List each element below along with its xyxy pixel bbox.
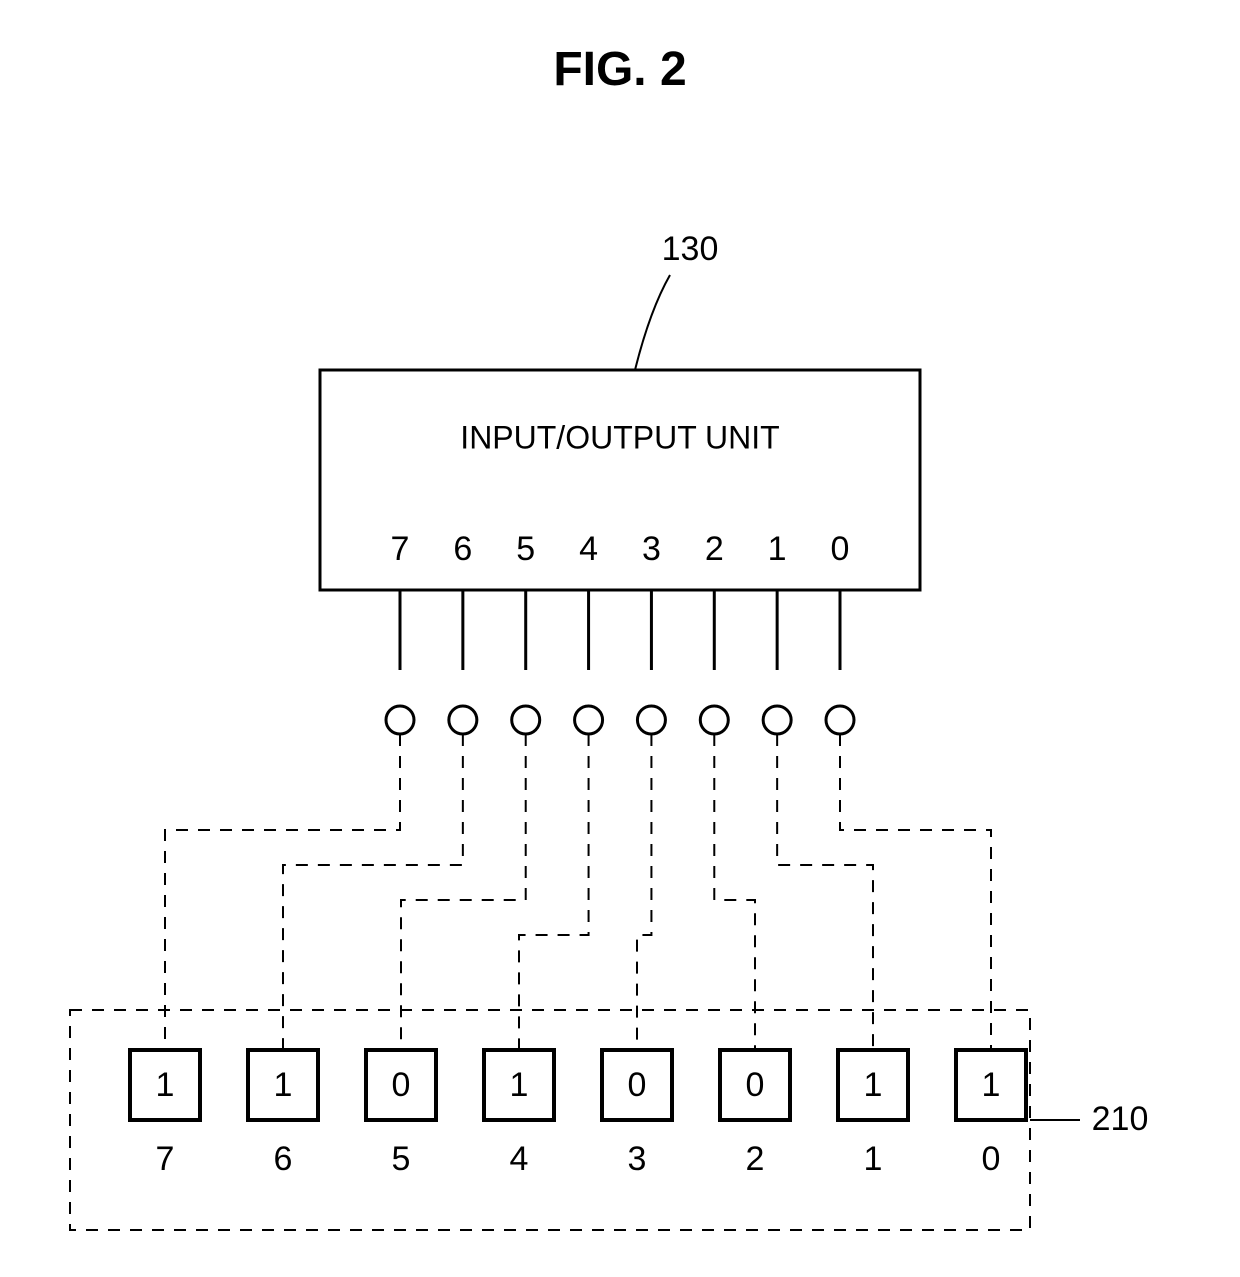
io-port-label: 3 xyxy=(642,530,661,568)
register-bit-index: 4 xyxy=(510,1140,529,1178)
io-port-label: 4 xyxy=(579,530,598,568)
register-ref: 210 xyxy=(1092,1100,1149,1138)
io-unit-ref: 130 xyxy=(662,230,719,268)
register-bit-index: 0 xyxy=(982,1140,1001,1178)
connection-line xyxy=(283,734,463,1050)
io-node xyxy=(826,706,854,734)
register-bit-value: 1 xyxy=(274,1066,293,1104)
connection-line xyxy=(840,734,991,1050)
io-node xyxy=(700,706,728,734)
io-node xyxy=(763,706,791,734)
io-port-label: 5 xyxy=(516,530,535,568)
io-port-label: 1 xyxy=(768,530,787,568)
io-port-label: 7 xyxy=(391,530,410,568)
io-unit-label: INPUT/OUTPUT UNIT xyxy=(460,419,779,455)
connection-line xyxy=(519,734,589,1050)
io-port-label: 6 xyxy=(453,530,472,568)
figure-title: FIG. 2 xyxy=(553,43,686,96)
io-node xyxy=(449,706,477,734)
connection-line xyxy=(777,734,873,1050)
io-unit-ref-leader xyxy=(635,275,670,370)
register-bit-value: 0 xyxy=(392,1066,411,1104)
io-port-label: 0 xyxy=(831,530,850,568)
register-bit-index: 5 xyxy=(392,1140,411,1178)
register-bit-value: 1 xyxy=(156,1066,175,1104)
io-port-label: 2 xyxy=(705,530,724,568)
register-bit-index: 2 xyxy=(746,1140,765,1178)
register-bit-value: 1 xyxy=(510,1066,529,1104)
register-bit-index: 6 xyxy=(274,1140,293,1178)
io-node xyxy=(637,706,665,734)
connection-line xyxy=(714,734,755,1050)
register-bit-index: 7 xyxy=(156,1140,175,1178)
register-bit-value: 1 xyxy=(982,1066,1001,1104)
register-bit-value: 1 xyxy=(864,1066,883,1104)
register-bit-value: 0 xyxy=(746,1066,765,1104)
register-bit-index: 3 xyxy=(628,1140,647,1178)
connection-line xyxy=(637,734,651,1050)
io-node xyxy=(512,706,540,734)
register-bit-value: 0 xyxy=(628,1066,647,1104)
register-bit-index: 1 xyxy=(864,1140,883,1178)
io-node xyxy=(575,706,603,734)
io-node xyxy=(386,706,414,734)
